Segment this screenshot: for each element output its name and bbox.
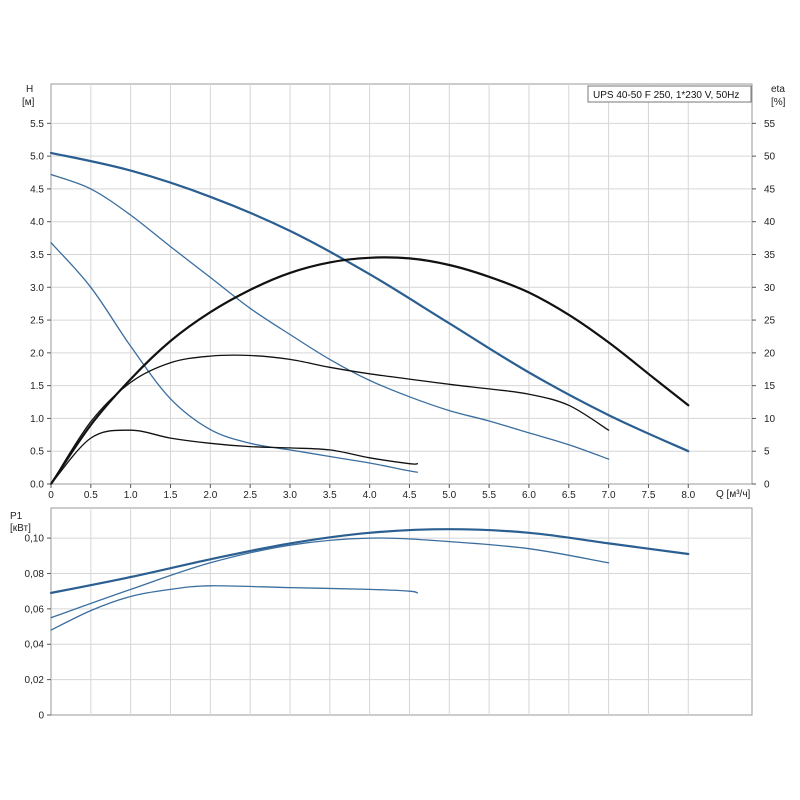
eta-tick-label: 10 <box>764 414 776 425</box>
head-tick-label: 2.0 <box>30 348 44 359</box>
legend-frame <box>587 85 752 103</box>
eta-tick-label: 15 <box>764 381 776 392</box>
x-tick-label: 4.5 <box>403 490 417 501</box>
legend-box: UPS 40-50 F 250, 1*230 V, 50Hz <box>587 85 752 103</box>
power-tick-label: 0,06 <box>25 604 45 615</box>
eta-tick-label: 5 <box>764 447 770 458</box>
power-curve <box>50 537 610 619</box>
legend-pump-model: UPS 40-50 F 250, 1*230 V, 50Hz <box>593 90 739 101</box>
eta-tick-label: 20 <box>764 348 776 359</box>
x-tick-label: 8.0 <box>681 490 695 501</box>
x-tick-label: 3.0 <box>283 490 297 501</box>
x-tick-label: 2.5 <box>243 490 257 501</box>
x-tick-label: 3.5 <box>323 490 337 501</box>
head-plot-grid <box>51 84 752 484</box>
power-plot: 0 0,02 0,04 0,06 0,08 0,10 P1 [кВт] <box>10 507 753 722</box>
power-tick-label: 0 <box>38 711 44 722</box>
head-tick-label: 3.5 <box>30 250 44 261</box>
eta-tick-label: 55 <box>764 119 776 130</box>
power-tick-label: 0,02 <box>25 675 45 686</box>
head-tick-label: 3.0 <box>30 283 44 294</box>
head-curve <box>50 173 610 460</box>
efficiency-curve <box>50 429 419 485</box>
power-curve <box>49 528 690 594</box>
head-tick-label: 4.0 <box>30 217 44 228</box>
head-curve <box>50 242 419 473</box>
head-plot-frame <box>50 83 753 485</box>
eta-tick-label: 50 <box>764 152 776 163</box>
head-tick-label: 5.0 <box>30 152 44 163</box>
x-tick-label: 1.5 <box>164 490 178 501</box>
eta-axis-label: eta <box>771 84 785 95</box>
eta-tick-label: 40 <box>764 217 776 228</box>
head-efficiency-plot: 0 0.5 1.0 1.5 2.0 2.5 3.0 3.5 4.0 4.5 5.0 5.5 6.0 6.5… <box>22 83 786 501</box>
head-tick-label: 5.5 <box>30 119 44 130</box>
power-axis-unit: [кВт] <box>10 523 31 534</box>
power-plot-curves <box>49 528 690 631</box>
flow-axis-label: Q [м³/ч] <box>716 489 751 500</box>
x-tick-label: 4.0 <box>363 490 377 501</box>
head-tick-label: 0.5 <box>30 447 44 458</box>
power-tick-label: 0,04 <box>25 640 45 651</box>
head-plot-ticks: 0 0.5 1.0 1.5 2.0 2.5 3.0 3.5 4.0 4.5 5.0 5.5 6.0 6.5… <box>30 119 775 501</box>
x-tick-label: 5.0 <box>442 490 456 501</box>
eta-tick-label: 0 <box>764 480 770 491</box>
x-tick-label: 7.0 <box>602 490 616 501</box>
x-tick-label: 7.5 <box>641 490 655 501</box>
head-axis-unit: [м] <box>22 97 35 108</box>
head-tick-label: 1.0 <box>30 414 44 425</box>
eta-axis-unit: [%] <box>771 97 786 108</box>
head-plot-curves <box>49 151 690 486</box>
head-axis-label: H <box>26 84 33 95</box>
eta-tick-label: 30 <box>764 283 776 294</box>
efficiency-curve <box>50 354 610 485</box>
power-curve <box>50 585 419 631</box>
power-plot-ticks: 0 0,02 0,04 0,06 0,08 0,10 <box>25 534 51 722</box>
head-tick-label: 2.5 <box>30 316 44 327</box>
eta-tick-label: 35 <box>764 250 776 261</box>
eta-tick-label: 45 <box>764 184 776 195</box>
head-tick-label: 0.0 <box>30 480 44 491</box>
head-tick-label: 1.5 <box>30 381 44 392</box>
x-tick-label: 6.5 <box>562 490 576 501</box>
x-tick-label: 2.0 <box>203 490 217 501</box>
power-axis-label: P1 <box>10 511 23 522</box>
efficiency-curve <box>49 256 690 486</box>
x-tick-label: 6.0 <box>522 490 536 501</box>
x-tick-label: 0 <box>48 490 54 501</box>
x-tick-label: 0.5 <box>84 490 98 501</box>
head-tick-label: 4.5 <box>30 184 44 195</box>
head-curve <box>49 151 690 453</box>
power-tick-label: 0,10 <box>25 534 45 545</box>
power-plot-frame <box>50 507 753 716</box>
x-tick-label: 5.5 <box>482 490 496 501</box>
x-tick-label: 1.0 <box>124 490 138 501</box>
power-tick-label: 0,08 <box>25 569 45 580</box>
eta-tick-label: 25 <box>764 316 776 327</box>
